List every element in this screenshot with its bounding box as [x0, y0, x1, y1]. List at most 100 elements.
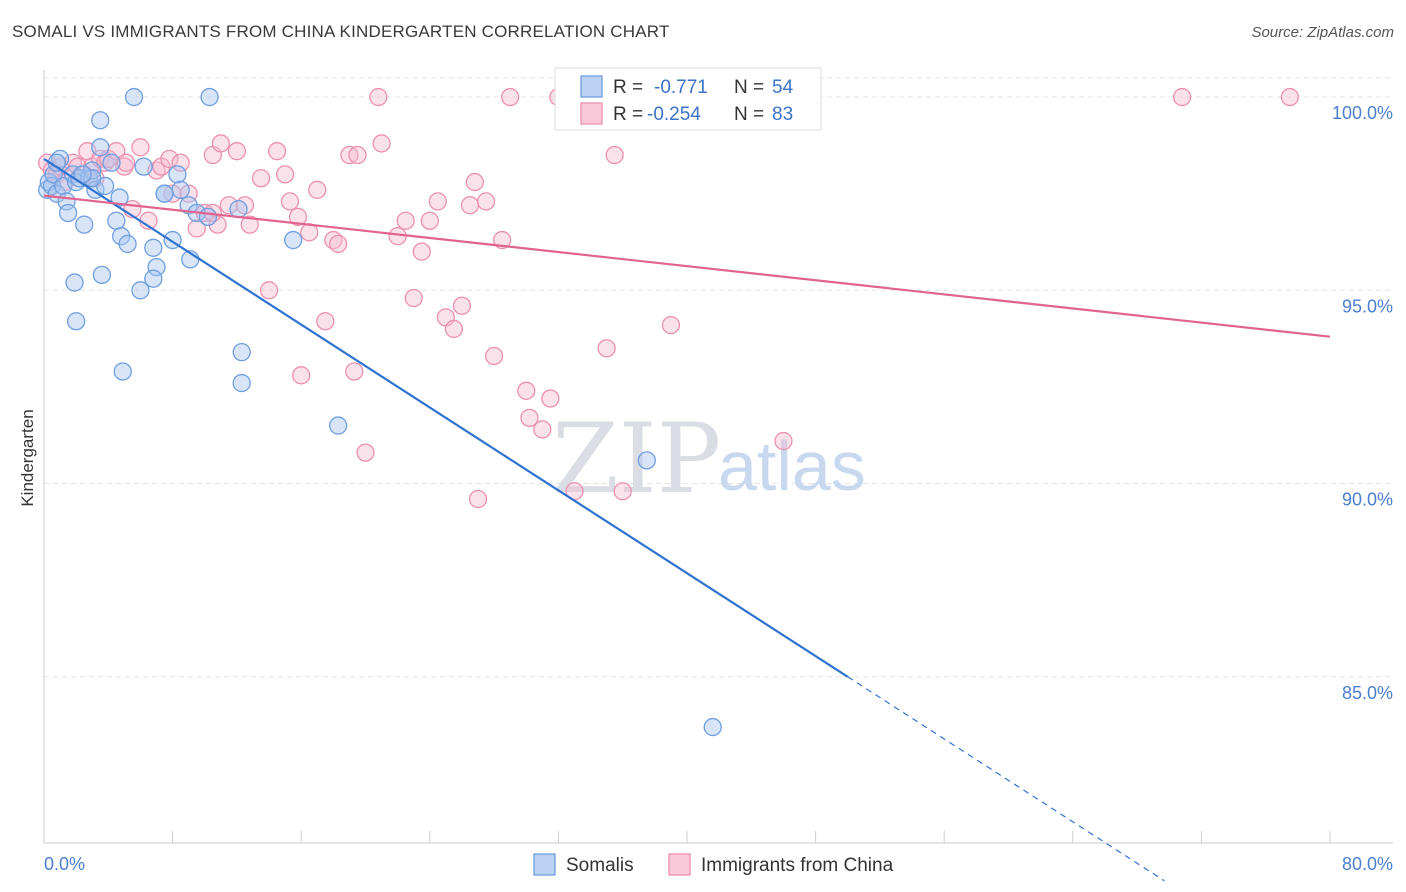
somali-point	[110, 188, 129, 207]
x-tick-labels: 0.0% 80.0%	[44, 854, 1393, 874]
bottom-legend: Somalis Immigrants from China	[533, 853, 894, 876]
somali-point	[113, 362, 132, 381]
legend-n-label-1: N =	[734, 77, 764, 98]
china-point	[345, 362, 364, 381]
y-tick-label: 90.0%	[1342, 490, 1393, 510]
somali-point	[232, 342, 251, 362]
bottom-legend-label-somalis: Somalis	[566, 855, 634, 876]
china-point	[460, 196, 480, 215]
china-point	[187, 219, 206, 238]
china-point	[160, 149, 179, 169]
china-point	[211, 134, 230, 153]
somali-point	[171, 180, 190, 199]
legend-n-label-2: N =	[734, 104, 764, 125]
y-tick-label: 100.0%	[1332, 103, 1393, 123]
china-point	[465, 172, 484, 192]
axes	[43, 70, 1393, 844]
somali-point	[144, 269, 163, 288]
china-point	[348, 145, 367, 165]
china-point	[356, 443, 375, 462]
china-point	[267, 142, 287, 161]
somali-point	[284, 230, 303, 250]
china-point	[372, 134, 391, 153]
y-tick-label: 95.0%	[1342, 296, 1393, 316]
somali-point	[107, 211, 126, 230]
china-point	[116, 153, 136, 172]
somali-point	[58, 203, 78, 223]
china-point	[208, 215, 227, 234]
china-point	[308, 180, 327, 199]
somali-point	[131, 281, 150, 300]
china-point	[412, 242, 431, 261]
china-point	[517, 381, 536, 400]
legend-swatch-china	[580, 102, 603, 125]
china-point	[219, 196, 239, 215]
legend-r-value-1: -0.771	[654, 77, 708, 98]
series-china-points	[38, 87, 1299, 509]
somali-point	[67, 312, 86, 331]
china-point	[171, 153, 190, 172]
china-point	[404, 288, 423, 308]
china-point	[227, 142, 247, 161]
trend-lines	[43, 157, 1331, 882]
china-trend-line	[43, 194, 1331, 338]
china-point	[661, 315, 681, 335]
china-point	[1280, 87, 1299, 107]
source-label: Source: ZipAtlas.com	[1251, 24, 1394, 41]
somali-point	[102, 153, 121, 172]
somali-point	[92, 265, 112, 284]
china-point	[428, 192, 447, 211]
legend-r-label-2: R =	[613, 104, 643, 125]
y-tick-label: 85.0%	[1342, 683, 1393, 703]
legend-swatch-somalis	[580, 75, 603, 98]
bottom-legend-swatch-somalis	[533, 853, 556, 876]
somali-point	[200, 87, 219, 107]
somali-point	[91, 111, 110, 130]
bottom-legend-swatch-china	[668, 853, 691, 876]
watermark-zip: ZIP	[552, 403, 721, 515]
y-tick-labels: 85.0% 90.0% 95.0% 100.0%	[1332, 103, 1393, 703]
china-point	[316, 312, 335, 331]
somali-trend-extension	[847, 676, 1165, 882]
somali-point	[198, 207, 218, 227]
legend-r-label-1: R =	[613, 77, 643, 98]
legend-n-value-2: 83	[772, 104, 793, 125]
somali-point	[91, 138, 110, 157]
china-point	[251, 169, 271, 188]
somali-point	[83, 169, 102, 188]
chart-title: SOMALI VS IMMIGRANTS FROM CHINA KINDERGA…	[12, 22, 670, 41]
china-point	[452, 296, 472, 315]
china-point	[288, 207, 308, 227]
x-tick-label-max: 80.0%	[1342, 854, 1393, 874]
somali-point	[118, 234, 137, 254]
china-point	[329, 234, 348, 254]
china-point	[259, 281, 279, 300]
china-point	[444, 319, 464, 339]
china-point	[420, 211, 439, 230]
series-somali-points	[38, 87, 722, 737]
china-point	[501, 87, 520, 107]
china-point	[280, 192, 300, 211]
somali-point	[637, 451, 656, 470]
somali-point	[168, 165, 187, 184]
somali-point	[65, 273, 84, 292]
china-point	[131, 138, 150, 157]
somali-point	[229, 199, 248, 219]
china-point	[597, 339, 616, 358]
somali-point	[83, 161, 102, 180]
somali-point	[703, 717, 722, 737]
somali-point	[124, 87, 144, 107]
china-point	[520, 408, 539, 428]
china-point	[292, 366, 311, 385]
somali-point	[144, 238, 163, 257]
x-tick-label-min: 0.0%	[44, 854, 85, 874]
somali-trend-line	[43, 157, 849, 678]
china-point	[369, 87, 388, 107]
china-point	[774, 431, 793, 451]
china-point	[605, 145, 624, 165]
somali-point	[329, 416, 348, 435]
china-point	[396, 211, 415, 230]
bottom-legend-label-china: Immigrants from China	[701, 855, 894, 876]
legend: R = -0.771 N = 54 R = -0.254 N = 83	[554, 67, 822, 131]
